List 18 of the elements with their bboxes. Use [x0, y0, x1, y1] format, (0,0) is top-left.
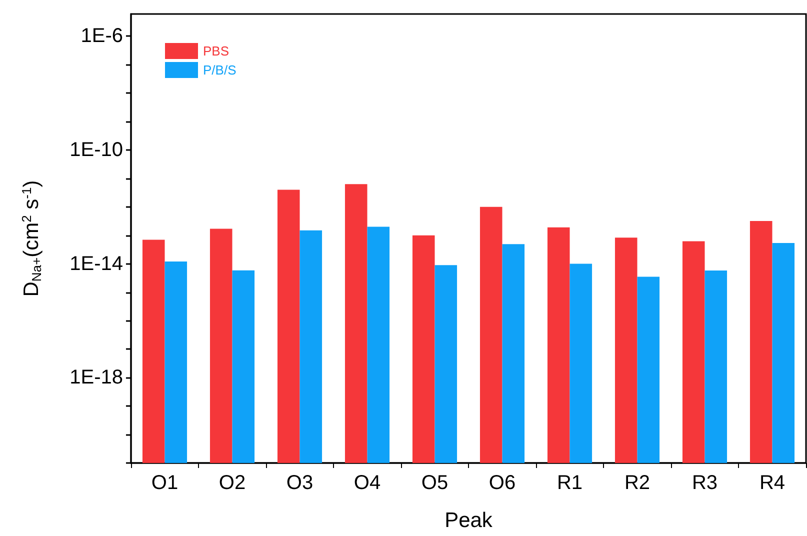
x-tick-label: R2	[624, 472, 650, 494]
y-tick-label: 1E-6	[80, 25, 123, 48]
x-tick-label: O4	[354, 472, 381, 494]
x-tick-label: R1	[556, 472, 583, 494]
x-tick-label: O3	[286, 472, 314, 494]
x-tick-label: O1	[151, 472, 178, 494]
x-tick-label: R3	[692, 472, 718, 494]
x-tick-label: O6	[488, 472, 516, 494]
legend-label: P/B/S	[203, 62, 237, 78]
x-tick-label: O5	[421, 472, 448, 494]
legend-label: PBS	[203, 44, 230, 58]
x-tick-label: O2	[218, 472, 246, 494]
y-tick-label: 1E-18	[70, 366, 123, 389]
y-tick-label: 1E-10	[70, 138, 123, 161]
x-axis-title: Peak	[444, 509, 493, 532]
y-axis-title: DNa+(cm2 s-1)	[19, 180, 44, 297]
x-tick-label: R4	[759, 472, 786, 494]
y-tick-label: 1E-14	[70, 252, 123, 275]
